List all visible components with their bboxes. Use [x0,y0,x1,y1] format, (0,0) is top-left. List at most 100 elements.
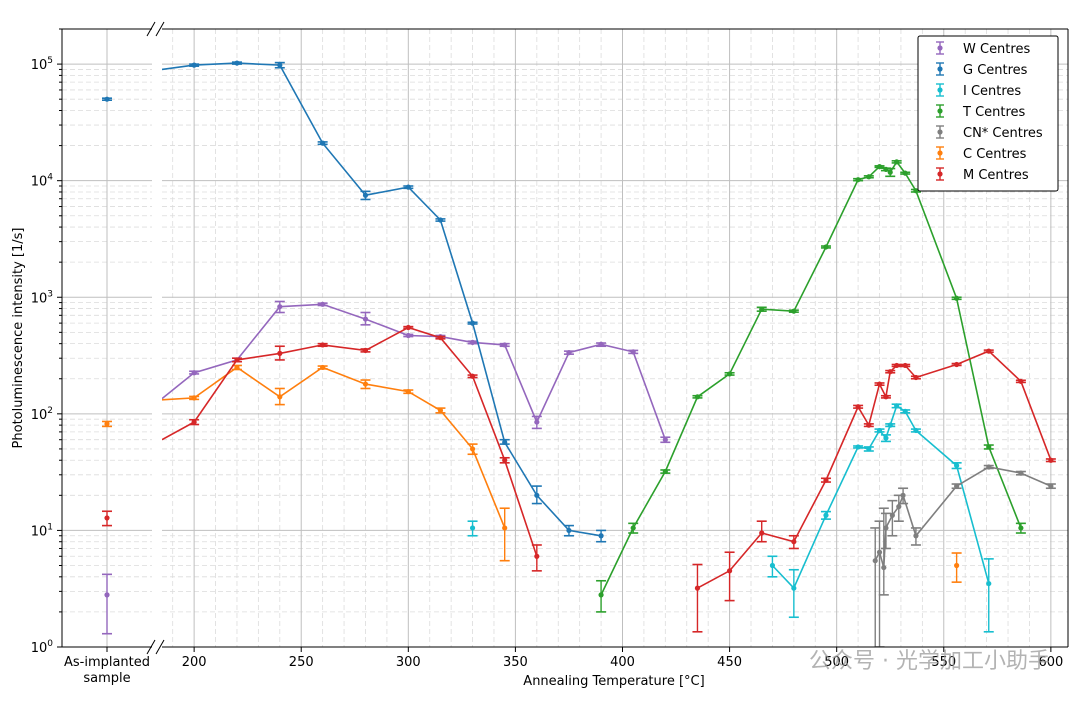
y-tick-exponent: 3 [47,289,53,299]
data-point [566,350,572,356]
data-point [986,348,992,354]
data-point [1018,525,1024,531]
data-point [469,373,476,379]
data-point [320,301,326,307]
data-point [320,342,326,348]
plot-area [162,60,1056,647]
data-point [191,395,197,401]
data-point [405,332,411,339]
data-point [1048,483,1054,489]
series-t-centres [596,159,1026,613]
data-point [900,492,906,498]
legend-label: T Centres [962,105,1026,120]
data-point [662,437,668,443]
legend-box [917,35,1059,192]
data-point [726,568,733,574]
data-point [902,408,908,414]
data-point [887,422,893,428]
data-point [954,361,960,368]
data-point [437,335,444,341]
data-point [986,444,992,450]
legend-label: W Centres [963,42,1030,57]
data-point [630,349,636,355]
legend-label: G Centres [963,63,1028,78]
series-w-centres [162,300,671,444]
y-tick-base: 10 [31,408,48,423]
data-point [889,512,895,518]
data-point [1048,457,1054,463]
data-point [694,585,701,591]
legend-label: C Centres [963,147,1027,162]
data-point [986,464,992,470]
legend-item: M Centres [936,167,1029,183]
legend-item: G Centres [936,62,1028,78]
data-point [534,553,540,559]
x-axis-label: Annealing Temperature [°C] [523,674,704,689]
data-point [405,389,411,395]
error-bar [692,563,703,633]
data-point [234,60,240,66]
data-point [469,446,476,452]
data-point [1018,378,1024,384]
legend-marker [937,87,943,93]
y-tick-label: 103 [31,289,53,306]
data-point [876,164,883,170]
data-point [1018,470,1024,476]
data-point [598,533,604,539]
data-point [277,394,283,400]
data-point [469,339,476,345]
y-tick-label: 102 [31,406,53,423]
data-point [437,217,444,223]
data-point [866,422,872,428]
data-point [769,562,776,569]
x-tick-label: 350 [503,655,528,670]
legend-label: I Centres [963,84,1021,99]
data-point [234,357,240,363]
data-point [405,324,411,331]
data-point [883,435,889,441]
axis-break-mark [146,639,156,655]
data-point [362,192,369,198]
data-point [534,492,540,498]
data-point [277,350,283,356]
data-point [823,512,829,518]
legend-label: M Centres [963,168,1029,183]
legend-item: W Centres [936,41,1030,57]
data-point [855,177,861,183]
axis-break-mark [146,21,156,37]
x-tick-label: 200 [182,655,207,670]
as-implanted-point [104,592,110,598]
data-point [234,364,240,371]
data-point [362,316,369,322]
data-point [883,394,889,400]
data-point [883,166,889,172]
axis-break-mark [155,639,165,655]
x-tick-label: 250 [289,655,314,670]
x-tick-label: 300 [396,655,421,670]
data-point [759,306,765,312]
data-point [913,374,919,381]
y-tick-exponent: 2 [47,406,53,416]
data-point [502,342,508,348]
data-point [534,419,540,425]
data-point [502,525,508,531]
data-point [954,483,960,489]
data-point [694,394,701,400]
data-point [902,170,908,176]
x-tick-label: 400 [610,655,635,670]
data-point [469,525,476,531]
data-point [876,549,883,555]
y-axis-label: Photoluminescence intensity [1/s] [11,228,26,449]
error-bar [102,573,112,635]
legend-item: CN* Centres [936,125,1043,141]
y-tick-base: 10 [31,524,48,539]
data-point [887,369,893,375]
series-m-centres [162,324,1056,633]
data-point [954,462,960,469]
legend-item: I Centres [936,83,1021,99]
series-i-centres [467,403,994,633]
data-point [320,140,326,146]
error-bar [887,499,898,537]
